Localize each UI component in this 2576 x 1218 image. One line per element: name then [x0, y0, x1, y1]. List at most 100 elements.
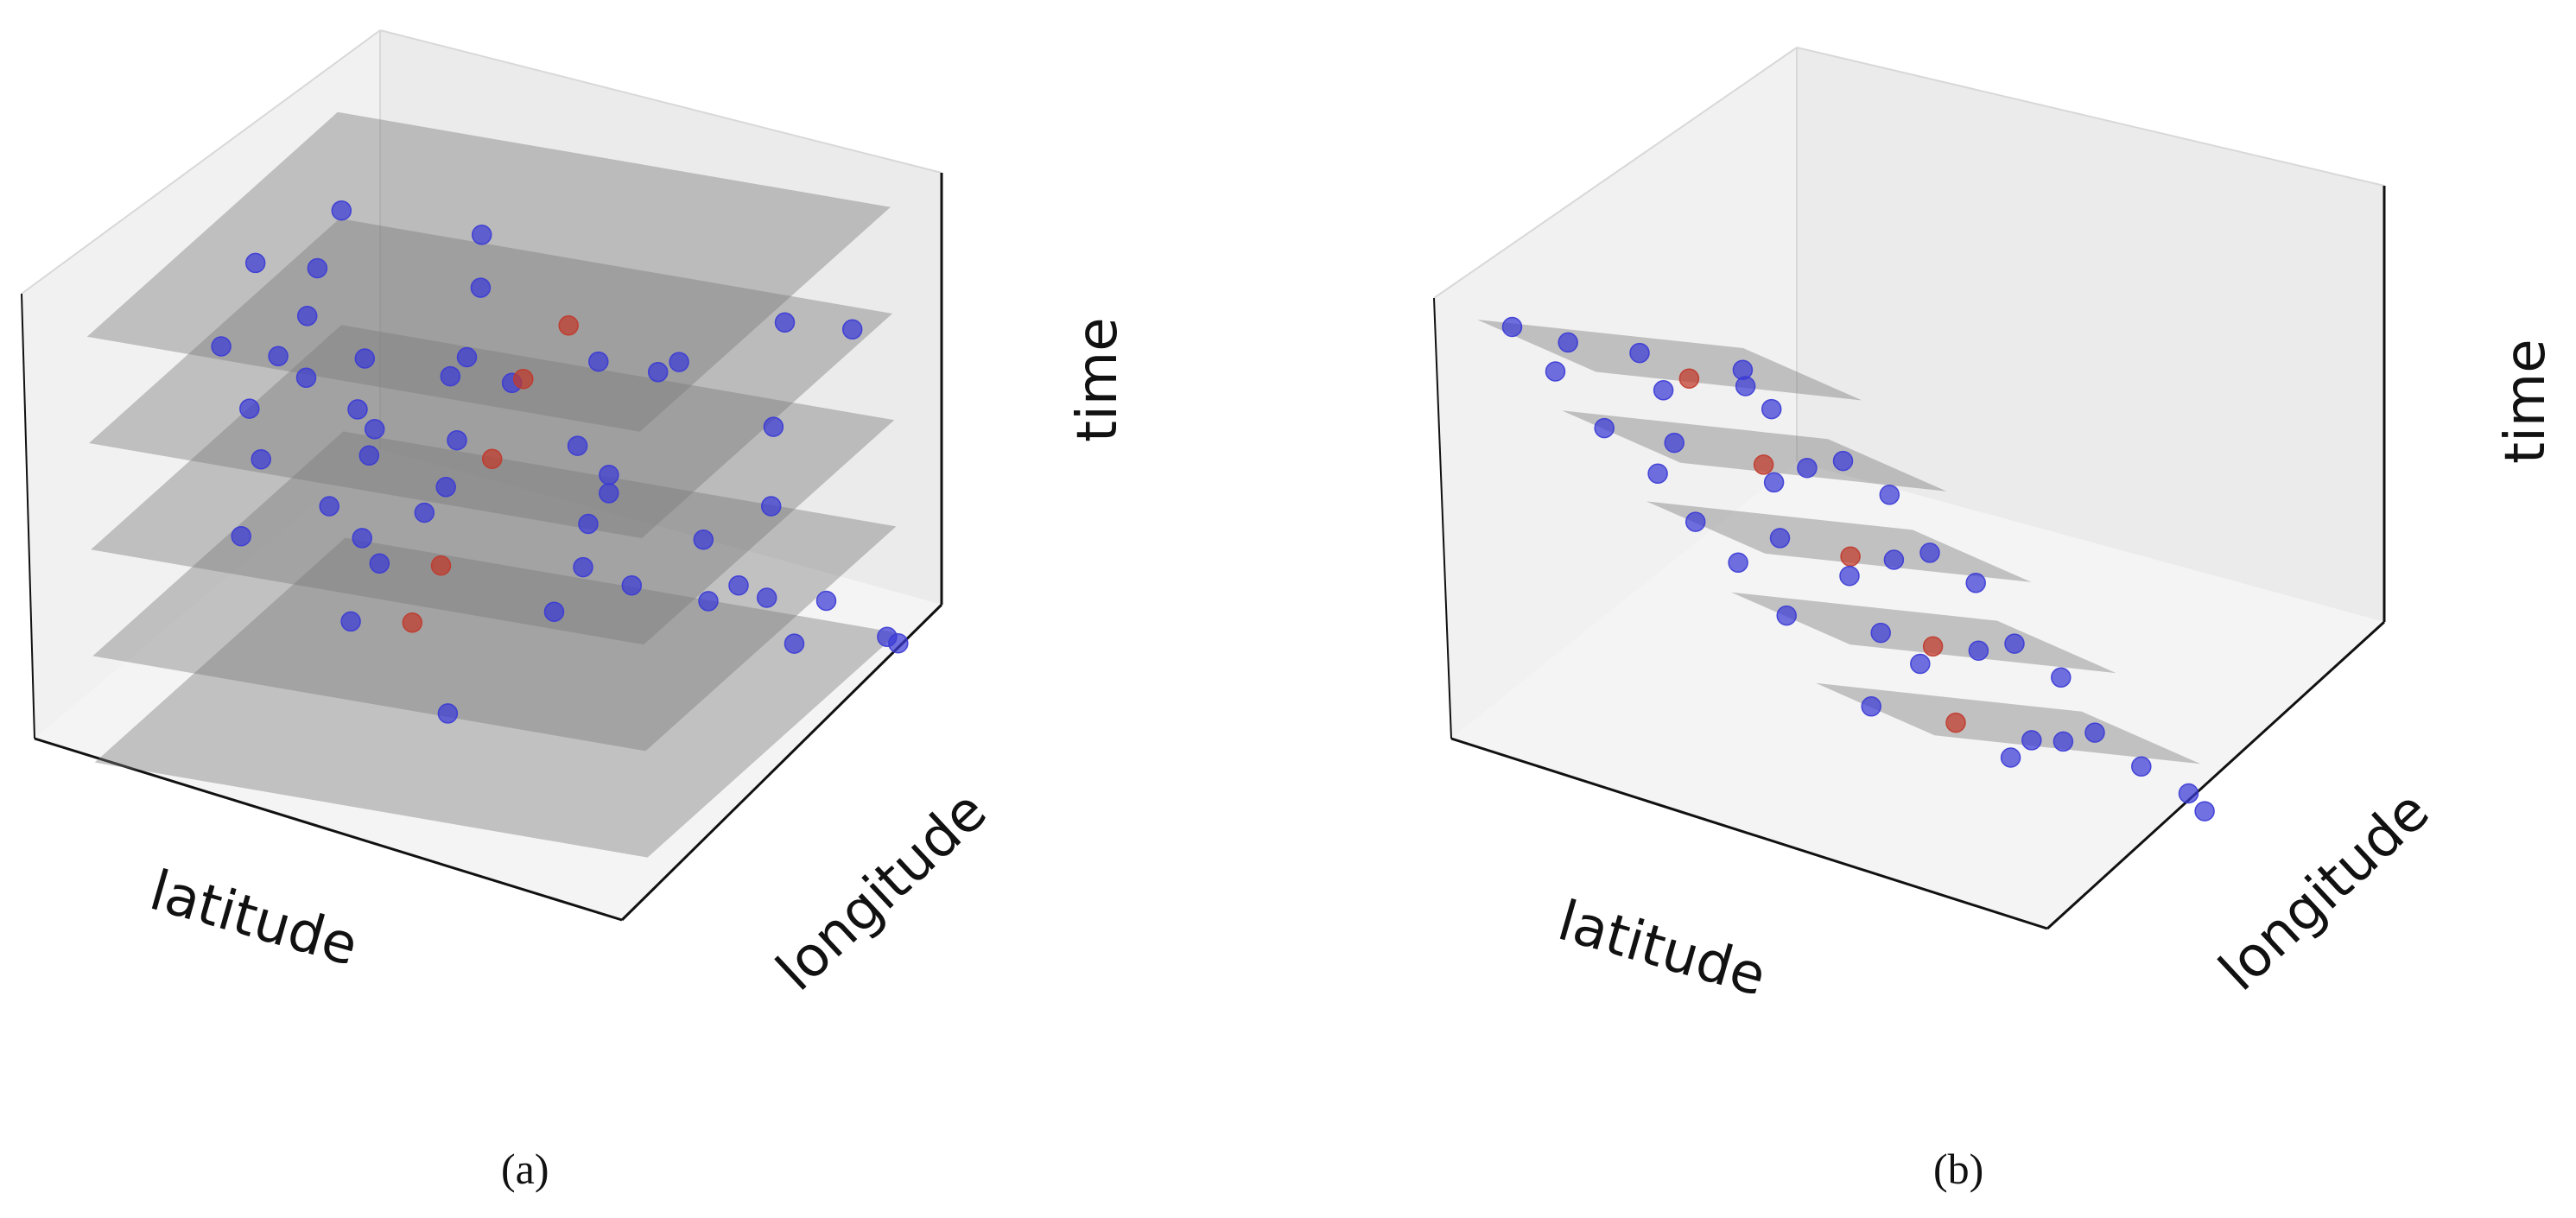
panel-a-sample-point: [763, 416, 784, 437]
panel-a-sample-point: [573, 556, 593, 578]
panel-a-wall-back: [380, 30, 942, 605]
panel-b-sample-point: [1647, 463, 1668, 485]
panel-a-sample-point: [698, 591, 719, 612]
panel-b-sample-point: [1761, 398, 1782, 420]
panel-b-sample-point: [1870, 622, 1891, 644]
panel-b-sample-point: [1797, 457, 1818, 479]
panel-a-slice: [89, 219, 892, 538]
panel-a-sample-point: [447, 429, 467, 451]
panel-b-anchor-point: [1678, 368, 1700, 389]
panel-b-sample-point: [1545, 361, 1566, 382]
panel-b-wall-back: [1797, 48, 2384, 622]
panel-a-sample-point: [296, 306, 318, 327]
panel-a-sample-point: [784, 633, 805, 654]
panel-b-sample-point: [1879, 485, 1900, 505]
panel-b-sample-point: [1629, 342, 1650, 364]
panel-a-anchor-point: [430, 555, 452, 576]
panel-a-sample-point: [888, 632, 909, 654]
panel-b-sample-point: [2000, 747, 2021, 768]
panel-a-x-axis-label: latitude: [143, 859, 365, 979]
panel-a-sample-point: [364, 419, 385, 440]
panel-a-sample-point: [621, 574, 643, 596]
panel-b-x-axis-label: latitude: [1551, 889, 1773, 1009]
panel-a-sample-point: [647, 362, 669, 383]
panel-b-anchor-point: [1922, 636, 1944, 657]
panel-b-sample-point: [2004, 633, 2025, 654]
panel-b-wall-left: [1434, 48, 1797, 739]
panel-a-anchor-point: [513, 368, 534, 390]
panel-b-sample-point: [1769, 528, 1791, 549]
panel-a-sample-point: [693, 530, 714, 550]
panel-a-sample-point: [244, 252, 266, 274]
panel-b-sample-point: [1968, 640, 1989, 661]
panel-a-sample-point: [599, 483, 619, 504]
panel-a-z-axis-front: [21, 293, 35, 739]
panel-b-y-axis-label: longitude: [2207, 779, 2441, 1004]
panel-b-sample-point: [1832, 450, 1854, 472]
panel-a-sample-point: [437, 703, 459, 724]
panel-a-slice: [91, 325, 895, 645]
panel-a-slices: [86, 111, 898, 858]
panel-b-sample-point: [1776, 605, 1797, 626]
panel-a-sample-point: [440, 365, 461, 387]
panel-a-sample-point: [239, 398, 260, 419]
panel-a-sample-point: [728, 574, 749, 596]
panel-b-sample-point: [1685, 511, 1706, 532]
panel-b-slice: [1731, 592, 2116, 674]
panel-a-sample-point: [352, 528, 372, 549]
panel-a-floor: [35, 449, 942, 920]
panel-b-sample-point: [2178, 783, 2199, 804]
panel-b-sample-point: [1558, 332, 1578, 353]
panel-b-sample-point: [2194, 801, 2215, 822]
panel-b-z-axis-label: time: [2494, 339, 2558, 464]
panel-b-caption: (b): [1933, 1145, 1983, 1193]
panel-b-z-axis-front: [1433, 297, 1452, 739]
panel-a-wall-left: [22, 30, 380, 739]
panel-a-sample-point: [471, 225, 492, 245]
panel-b-wall-edge: [1433, 47, 1798, 299]
panel-a: latitude longitude time (a): [21, 29, 1130, 1193]
panel-b-sample-point: [1839, 565, 1860, 587]
panel-b-y-axis: [2046, 620, 2386, 930]
panel-b-sample-point: [1910, 653, 1931, 675]
panel-a-sample-point: [340, 611, 361, 632]
panel-a-sample-point: [295, 367, 317, 389]
panel-a-sample-point: [567, 435, 588, 456]
panel-b-sample-point: [2021, 730, 2042, 751]
panel-a-caption: (a): [501, 1145, 549, 1193]
panel-b-sample-point: [1732, 359, 1754, 380]
panel-a-sample-point: [470, 277, 492, 298]
panel-a-box: [21, 29, 943, 922]
panel-a-sample-point: [231, 525, 251, 547]
panel-a-sample-point: [319, 496, 339, 517]
panel-a-sample-point: [669, 352, 689, 372]
panel-b-sample-point: [1965, 573, 1986, 593]
panel-b: latitude longitude time (b): [1433, 47, 2558, 1193]
panel-b-wall-edge: [1796, 47, 2385, 187]
panel-b-sample-point: [2051, 667, 2072, 688]
panel-a-sample-point: [211, 336, 232, 357]
panel-a-anchor-point: [558, 315, 579, 336]
panel-b-anchor-point: [1945, 712, 1966, 733]
panel-a-sample-point: [760, 496, 782, 517]
panel-a-sample-point: [307, 257, 328, 279]
panel-a-sample-point: [268, 346, 289, 367]
panel-b-anchor-point: [1753, 454, 1774, 475]
panel-a-slice: [94, 537, 898, 858]
panel-b-slice: [1562, 410, 1947, 492]
panel-a-sample-point: [251, 448, 271, 470]
panel-a-wall-edge: [379, 29, 942, 174]
panel-b-sample-point: [1919, 542, 1940, 563]
panel-a-sample-point: [369, 553, 390, 574]
panel-b-sample-point: [1728, 552, 1748, 574]
panel-b-points: [1501, 316, 2215, 822]
panel-a-slice: [86, 111, 891, 432]
panel-a-sample-point: [414, 502, 435, 523]
panel-a-anchor-point: [402, 612, 423, 633]
panel-a-sample-point: [358, 445, 380, 466]
panel-b-sample-point: [1883, 549, 1905, 570]
panel-a-anchor-point: [481, 448, 503, 469]
panel-b-box: [1433, 47, 2386, 930]
panel-a-sample-point: [543, 601, 565, 622]
